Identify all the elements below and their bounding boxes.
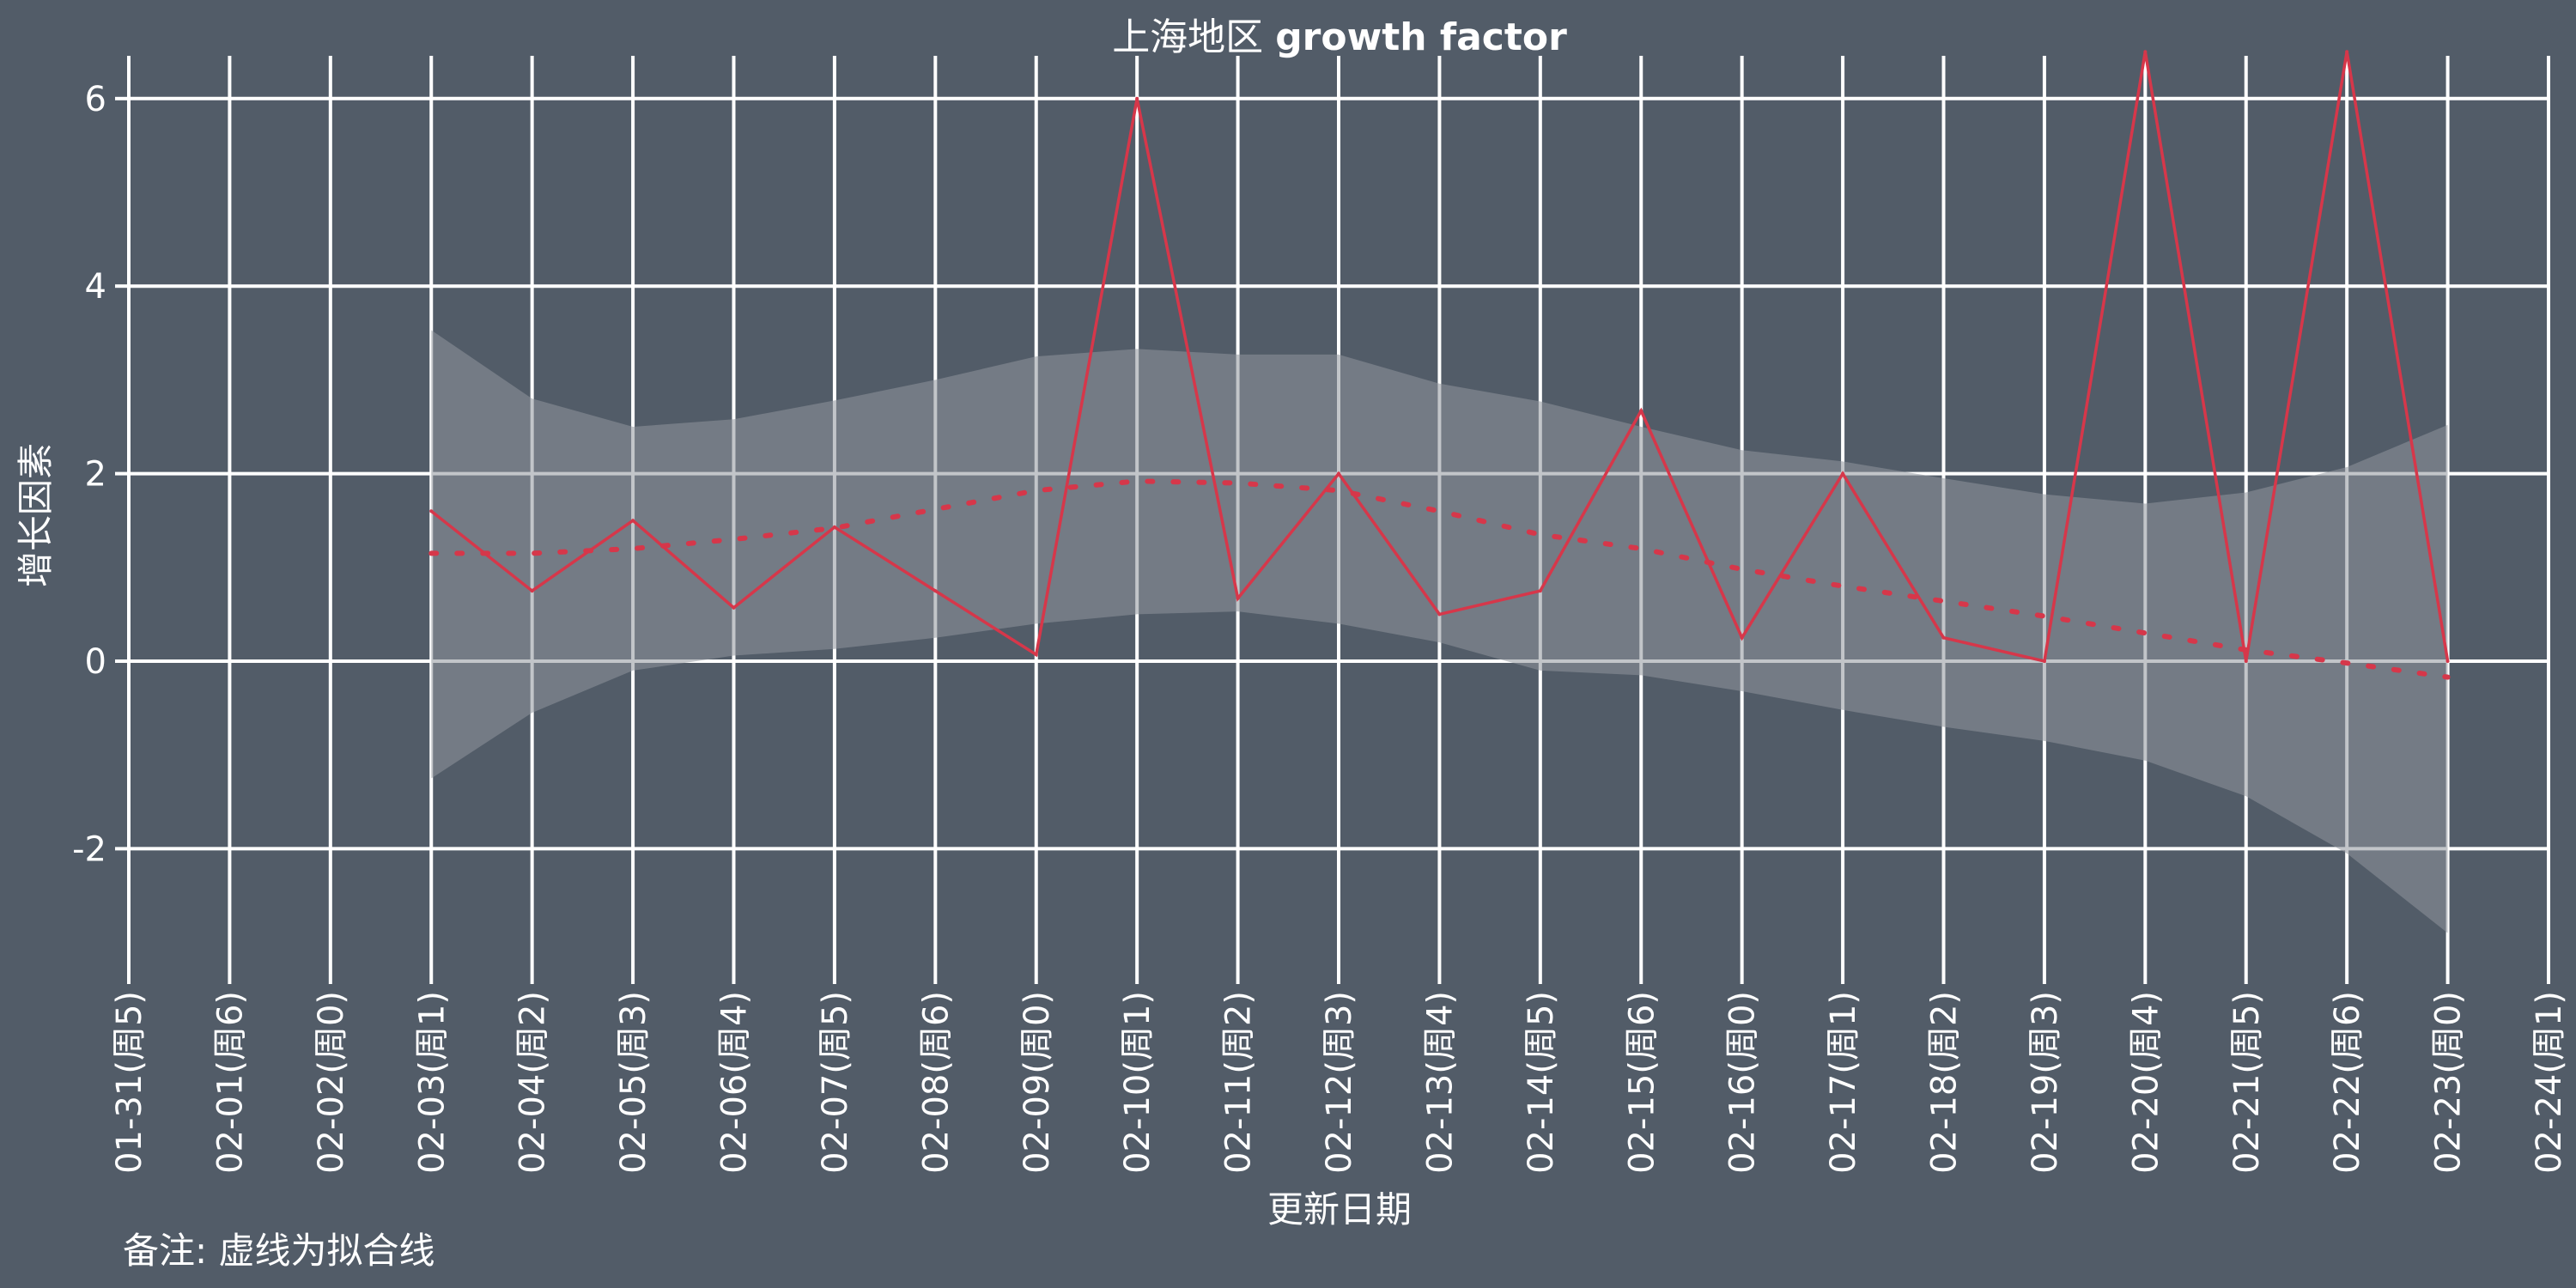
data-point: [1639, 409, 1643, 413]
data-point: [832, 525, 836, 529]
y-tick-label: 2: [85, 455, 106, 495]
x-tick-label: 02-05(周3): [614, 991, 653, 1174]
data-point: [2244, 659, 2248, 663]
x-tick-label: 01-31(周5): [110, 991, 149, 1174]
x-tick-label: 02-07(周5): [816, 991, 855, 1174]
data-point: [2143, 50, 2148, 54]
series-layer: [428, 50, 2451, 680]
x-tick-label: 02-02(周0): [312, 991, 351, 1174]
data-point: [1538, 589, 1542, 593]
x-tick-label: 02-04(周2): [513, 991, 553, 1174]
x-tick-label: 02-12(周3): [1320, 991, 1359, 1174]
data-point: [530, 589, 534, 593]
x-tick-label: 02-15(周6): [1622, 991, 1662, 1174]
data-point: [1135, 96, 1139, 100]
data-point: [2042, 659, 2046, 663]
x-tick-label: 02-24(周1): [2530, 991, 2569, 1174]
x-tick-label: 02-20(周4): [2126, 991, 2166, 1174]
confidence-band: [431, 330, 2448, 933]
y-tick-label: 4: [85, 267, 106, 307]
x-tick-label: 02-11(周2): [1219, 991, 1259, 1174]
data-point: [2345, 50, 2349, 54]
x-tick-label: 02-01(周6): [210, 991, 250, 1174]
x-tick-label: 02-23(周0): [2429, 991, 2469, 1174]
data-point: [1740, 635, 1744, 640]
chart-title-prefix: 上海地区: [1112, 15, 1263, 59]
data-point: [933, 589, 938, 593]
x-tick-label: 02-21(周5): [2227, 991, 2267, 1174]
fitted-dotted-line: [428, 478, 2451, 680]
x-tick-label: 02-17(周1): [1824, 991, 1863, 1174]
y-tick-label: 0: [85, 642, 106, 682]
data-point: [1437, 612, 1442, 617]
chart-note: 备注: 虚线为拟合线: [123, 1230, 435, 1272]
x-tick-label: 02-03(周1): [412, 991, 452, 1174]
x-tick-label: 02-18(周2): [1925, 991, 1965, 1174]
axes: 01-31(周5) 02-01(周6) 02-02(周0) 02-03(周1) 02-0…: [72, 80, 2569, 1174]
x-tick-label: 02-06(周4): [715, 991, 755, 1174]
x-tick-label: 02-09(周0): [1018, 991, 1057, 1174]
data-point: [429, 509, 434, 513]
data-point: [1337, 471, 1340, 476]
x-tick-label: 02-19(周3): [2026, 991, 2065, 1174]
x-tick-label: 02-13(周4): [1420, 991, 1460, 1174]
confidence-band-layer: [431, 330, 2448, 933]
x-tick-label: 02-16(周0): [1723, 991, 1763, 1174]
chart-title-suffix: growth factor: [1275, 15, 1567, 59]
data-point: [1034, 653, 1038, 657]
data-point: [2445, 659, 2450, 663]
y-tick-label: 6: [85, 80, 106, 119]
data-point: [631, 519, 635, 523]
x-tick-label: 02-10(周1): [1118, 991, 1157, 1174]
x-axis-label: 更新日期: [1267, 1188, 1412, 1230]
data-point: [1841, 471, 1845, 476]
chart-title: 上海地区 growth factor: [1112, 15, 1567, 59]
data-point: [1941, 635, 1946, 640]
x-tick-label: 02-22(周6): [2328, 991, 2367, 1174]
x-tick-label: 02-14(周5): [1522, 991, 1561, 1174]
x-tick-label: 02-08(周6): [916, 991, 956, 1174]
y-axis-label: 增长因素: [15, 443, 57, 587]
data-point: [732, 605, 736, 610]
y-tick-label: -2: [72, 829, 106, 869]
data-point: [1236, 596, 1240, 600]
